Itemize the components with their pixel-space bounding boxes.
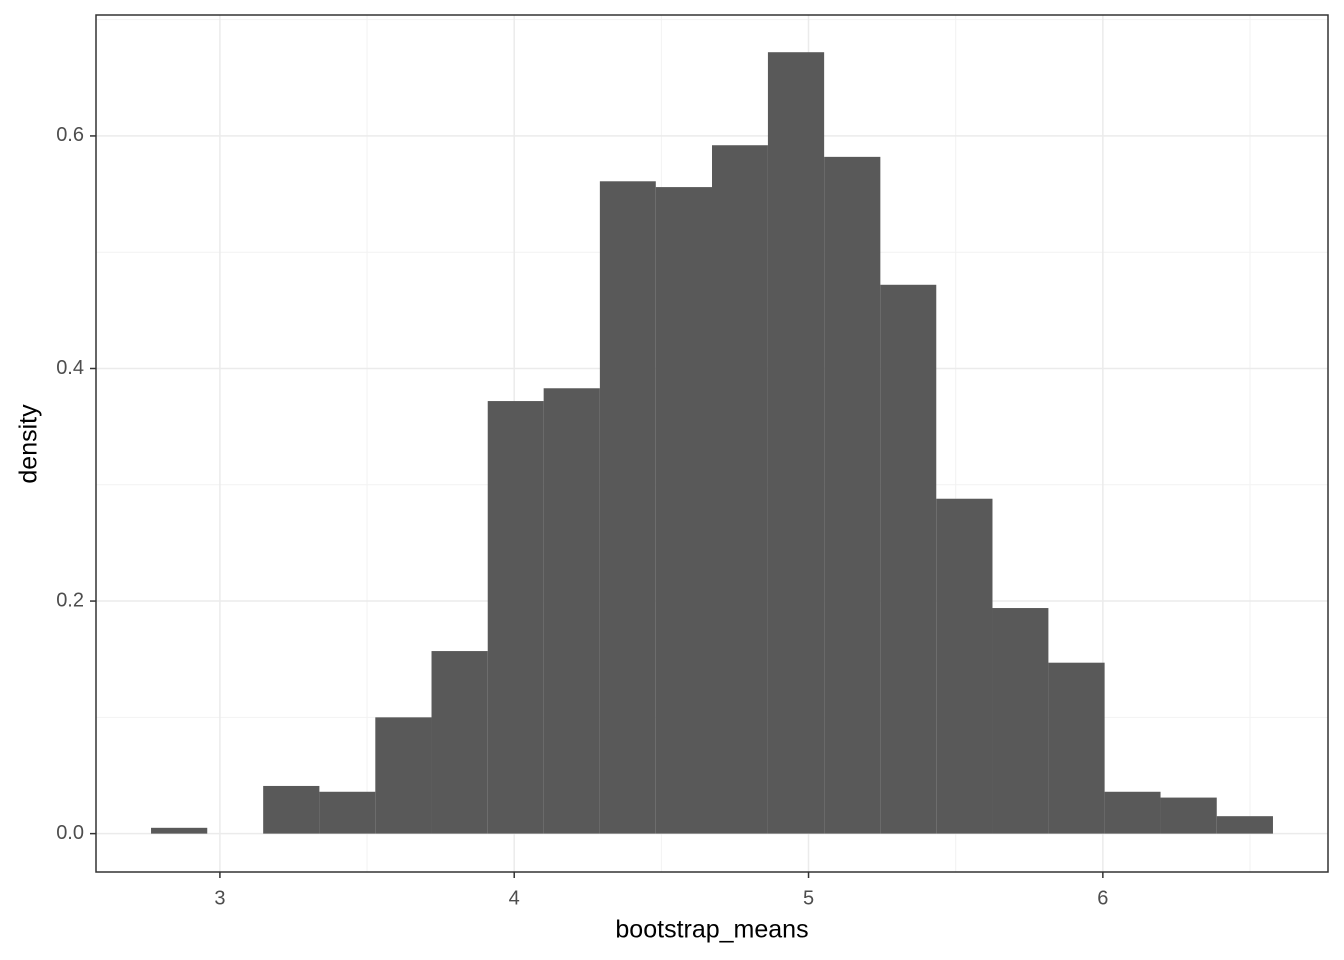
bar (599, 181, 656, 834)
bar (936, 498, 993, 834)
x-tick-label: 5 (803, 887, 814, 909)
y-tick-label: 0.6 (56, 124, 84, 146)
bar (487, 401, 544, 834)
bar (880, 284, 937, 834)
bar (1216, 816, 1273, 834)
bar (151, 827, 208, 834)
bar (263, 785, 320, 834)
bar (375, 717, 432, 834)
bar (712, 145, 768, 834)
bar (1104, 791, 1161, 834)
x-tick-label: 3 (214, 887, 225, 909)
bar (992, 608, 1049, 834)
bar (767, 52, 825, 834)
panel-border (95, 14, 1329, 873)
bar (824, 156, 881, 834)
bar (543, 388, 600, 834)
bar (319, 791, 376, 834)
y-axis-title: density (15, 404, 43, 484)
x-axis-title: bootstrap_means (615, 916, 808, 944)
x-tick-label: 6 (1097, 887, 1108, 909)
y-tick-label: 0.4 (56, 357, 84, 379)
y-tick-label: 0.0 (56, 822, 84, 844)
x-tick-label: 4 (509, 887, 520, 909)
bar (1048, 662, 1105, 834)
bar (431, 651, 488, 834)
bar (1160, 797, 1217, 834)
bar (655, 187, 712, 834)
y-tick-label: 0.2 (56, 589, 84, 611)
